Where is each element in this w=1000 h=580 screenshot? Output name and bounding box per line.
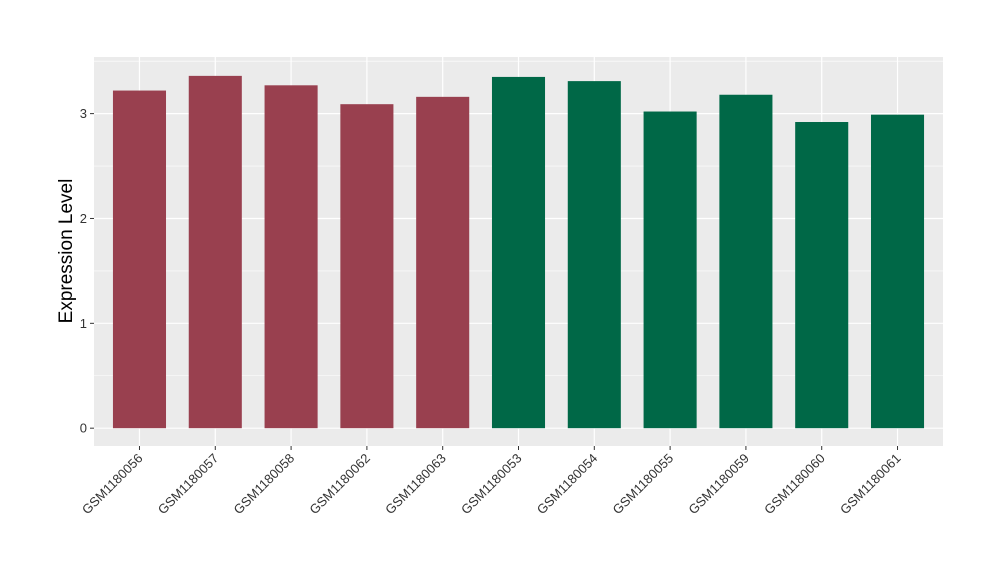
- x-tick-label: GSM1180063: [382, 451, 449, 518]
- bar-GSM1180054: [567, 81, 621, 429]
- bar-GSM1180056: [112, 90, 167, 429]
- x-axis: GSM1180056 GSM1180057 GSM1180058 GSM1180062…: [79, 446, 904, 517]
- bar-GSM1180053: [491, 76, 546, 429]
- x-tick-label: GSM1180062: [306, 451, 373, 518]
- y-tick-label: 1: [80, 316, 87, 331]
- y-axis: 0 1 2 3: [80, 106, 94, 436]
- x-tick-label: GSM1180058: [231, 451, 298, 518]
- bar-GSM1180059: [719, 94, 773, 429]
- bar-GSM1180055: [643, 111, 697, 429]
- bar-GSM1180057: [188, 75, 242, 429]
- x-tick-label: GSM1180059: [685, 451, 752, 518]
- x-tick-label: GSM1180054: [534, 451, 601, 518]
- x-tick-label: GSM1180053: [458, 451, 525, 518]
- x-tick-label: GSM1180057: [155, 451, 222, 518]
- bar-GSM1180063: [416, 96, 470, 429]
- x-tick-label: GSM1180060: [761, 451, 828, 518]
- y-axis-title: Expression Level: [56, 179, 77, 324]
- x-tick-label: GSM1180056: [79, 451, 146, 518]
- x-tick-label: GSM1180061: [837, 451, 904, 518]
- y-tick-label: 2: [80, 211, 87, 226]
- x-tick-label: GSM1180055: [610, 451, 677, 518]
- bar-GSM1180061: [870, 114, 925, 429]
- y-tick-label: 3: [80, 106, 87, 121]
- bars: [112, 75, 925, 429]
- bar-GSM1180058: [264, 85, 318, 429]
- y-tick-label: 0: [80, 421, 87, 436]
- bar-GSM1180062: [340, 104, 394, 429]
- bar-GSM1180060: [795, 122, 849, 429]
